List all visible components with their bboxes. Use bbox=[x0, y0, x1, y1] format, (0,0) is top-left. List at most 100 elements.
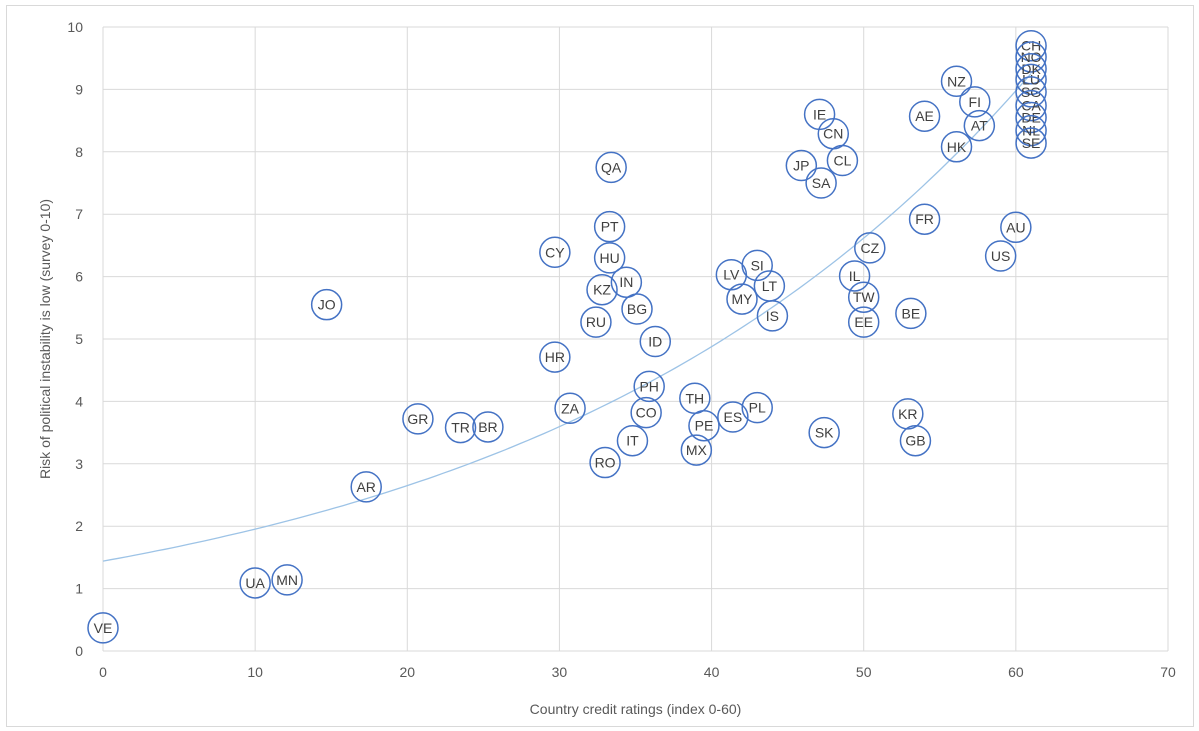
y-tick-label: 10 bbox=[67, 19, 83, 35]
point-label: IE bbox=[813, 106, 826, 122]
point-label: KR bbox=[898, 406, 917, 422]
point-label: GR bbox=[407, 411, 428, 427]
data-point: IT bbox=[617, 426, 647, 456]
point-label: ES bbox=[724, 409, 743, 425]
point-label: BR bbox=[478, 419, 497, 435]
point-label: PE bbox=[695, 418, 714, 434]
point-label: UA bbox=[245, 575, 265, 591]
data-point: CY bbox=[540, 237, 570, 267]
point-label: ZA bbox=[561, 400, 580, 416]
gridlines bbox=[103, 27, 1168, 651]
data-point: KR bbox=[893, 399, 923, 429]
data-point: ID bbox=[640, 326, 670, 356]
x-tick-label: 10 bbox=[247, 664, 263, 680]
data-point: HR bbox=[540, 342, 570, 372]
x-axis-title: Country credit ratings (index 0-60) bbox=[530, 701, 742, 717]
trendline bbox=[103, 74, 1031, 562]
point-label: SI bbox=[751, 257, 764, 273]
point-label: CY bbox=[545, 244, 565, 260]
point-label: QA bbox=[601, 159, 622, 175]
point-label: AU bbox=[1006, 219, 1025, 235]
data-point: MY bbox=[727, 284, 757, 314]
data-point: CO bbox=[631, 398, 661, 428]
point-label: CZ bbox=[860, 240, 879, 256]
point-label: MY bbox=[732, 291, 754, 307]
data-point: CN bbox=[818, 119, 848, 149]
point-label: HR bbox=[545, 349, 565, 365]
x-tick-label: 0 bbox=[99, 664, 107, 680]
point-label: SK bbox=[815, 425, 834, 441]
point-label: PT bbox=[601, 219, 619, 235]
point-label: TW bbox=[853, 289, 876, 305]
data-point: CL bbox=[827, 146, 857, 176]
data-point: CZ bbox=[855, 233, 885, 263]
x-tick-label: 30 bbox=[552, 664, 568, 680]
data-point: MX bbox=[681, 435, 711, 465]
point-label: AT bbox=[971, 118, 988, 134]
point-label: BG bbox=[627, 301, 647, 317]
y-tick-label: 7 bbox=[75, 206, 83, 222]
x-tick-label: 40 bbox=[704, 664, 720, 680]
point-label: NZ bbox=[947, 73, 966, 89]
x-tick-label: 70 bbox=[1160, 664, 1176, 680]
y-tick-label: 1 bbox=[75, 581, 83, 597]
y-axis-title: Risk of political instability is low (su… bbox=[37, 199, 53, 479]
data-point: TR bbox=[446, 413, 476, 443]
data-points: VE UA MN JO AR GR TR BR CY HR ZA RU KZ RO HU PT QA IN IT BG… bbox=[88, 31, 1046, 643]
data-point: HK bbox=[942, 132, 972, 162]
point-label: KZ bbox=[593, 282, 611, 298]
data-point: LT bbox=[754, 271, 784, 301]
point-label: TR bbox=[451, 420, 470, 436]
point-label: EE bbox=[854, 314, 873, 330]
data-point: NZ bbox=[942, 66, 972, 96]
point-label: IN bbox=[619, 274, 633, 290]
data-point: BG bbox=[622, 294, 652, 324]
point-label: IT bbox=[626, 433, 639, 449]
y-tick-label: 4 bbox=[75, 393, 83, 409]
point-label: AE bbox=[915, 108, 934, 124]
point-label: PL bbox=[749, 400, 766, 416]
data-point: AR bbox=[351, 472, 381, 502]
x-tick-label: 60 bbox=[1008, 664, 1024, 680]
point-label: JP bbox=[793, 158, 809, 174]
point-label: BE bbox=[902, 305, 921, 321]
data-point: US bbox=[986, 241, 1016, 271]
point-label: LT bbox=[762, 278, 778, 294]
data-point: MN bbox=[272, 565, 302, 595]
data-point: QA bbox=[596, 152, 626, 182]
data-point: PE bbox=[689, 411, 719, 441]
y-tick-label: 9 bbox=[75, 81, 83, 97]
data-point: ES bbox=[718, 402, 748, 432]
data-point: SA bbox=[806, 168, 836, 198]
y-tick-label: 6 bbox=[75, 269, 83, 285]
point-label: SE bbox=[1022, 135, 1041, 151]
data-point: GB bbox=[900, 426, 930, 456]
point-label: CO bbox=[636, 405, 657, 421]
data-point: PH bbox=[634, 371, 664, 401]
data-point: RU bbox=[581, 307, 611, 337]
point-label: RU bbox=[586, 314, 606, 330]
point-label: ID bbox=[648, 333, 662, 349]
data-point: PL bbox=[742, 393, 772, 423]
point-label: TH bbox=[685, 390, 704, 406]
data-point: RO bbox=[590, 448, 620, 478]
point-label: IL bbox=[849, 268, 861, 284]
data-point: BR bbox=[473, 412, 503, 442]
point-label: CN bbox=[823, 126, 843, 142]
y-tick-label: 3 bbox=[75, 456, 83, 472]
point-label: PH bbox=[639, 378, 658, 394]
data-point: JO bbox=[312, 290, 342, 320]
point-label: AR bbox=[356, 479, 375, 495]
x-tick-label: 20 bbox=[399, 664, 415, 680]
point-label: RO bbox=[595, 455, 616, 471]
point-label: CL bbox=[833, 153, 851, 169]
data-point: FR bbox=[910, 204, 940, 234]
y-tick-label: 5 bbox=[75, 331, 83, 347]
data-point: SI bbox=[742, 250, 772, 280]
point-label: VE bbox=[94, 620, 113, 636]
data-point: TH bbox=[680, 383, 710, 413]
y-tick-label: 0 bbox=[75, 643, 83, 659]
data-point: IL bbox=[840, 261, 870, 291]
trendline-group bbox=[103, 74, 1031, 562]
